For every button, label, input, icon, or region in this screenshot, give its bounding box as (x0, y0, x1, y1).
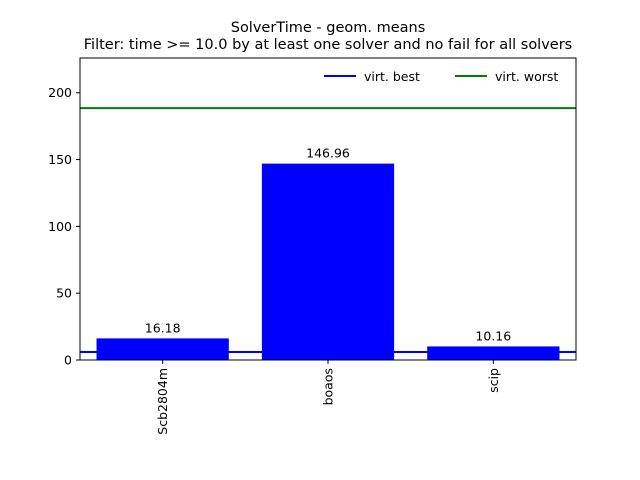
legend: virt. best virt. worst (324, 69, 558, 84)
data-label-scb2804m: 16.18 (145, 320, 181, 335)
y-tick-label: 200 (48, 85, 72, 100)
x-tick-label-scb2804m: Scb2804m (155, 368, 170, 435)
bar-scb2804m (96, 338, 229, 360)
y-tick-label: 100 (48, 219, 72, 234)
data-label-scip: 10.16 (475, 328, 511, 343)
bar-scip (427, 346, 560, 360)
y-tick-label: 150 (48, 152, 72, 167)
y-tick-label: 50 (56, 286, 72, 301)
legend-label-virt-best: virt. best (364, 69, 420, 84)
legend-label-virt-worst: virt. worst (495, 69, 558, 84)
data-label-boaos: 146.96 (306, 146, 350, 161)
y-tick-label: 0 (64, 353, 72, 368)
x-tick-label-boaos: boaos (321, 368, 336, 405)
plot-area: 16.18 146.96 10.16 0 50 100 150 200 Scb2804m boao… (48, 57, 577, 435)
chart-subtitle: Filter: time >= 10.0 by at least one sol… (84, 37, 572, 53)
chart-title: SolverTime - geom. means (231, 20, 426, 36)
x-tick-label-scip: scip (486, 368, 501, 393)
bar-boaos (261, 163, 395, 360)
